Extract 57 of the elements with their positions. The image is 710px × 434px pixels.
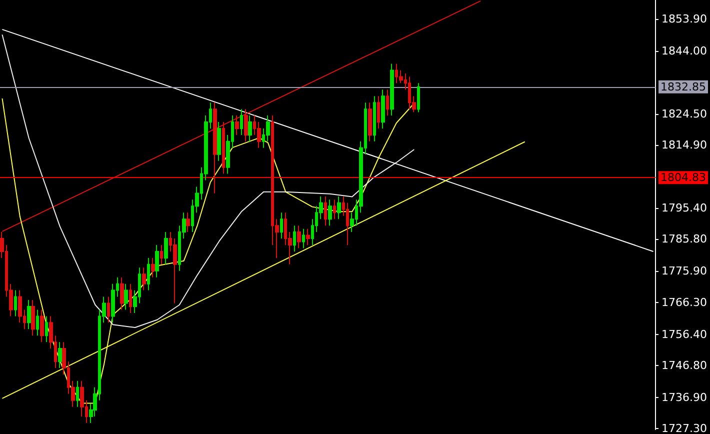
ref-line-label: 1832.85 (660, 80, 706, 94)
candlestick (217, 122, 221, 162)
ref-line-label: 1804.83 (660, 171, 706, 184)
candlestick (40, 309, 44, 343)
candlestick (390, 63, 394, 116)
candlestick (124, 283, 128, 310)
candlestick (27, 300, 31, 330)
y-tick-label: 1736.90 (662, 390, 708, 404)
candlestick (324, 196, 327, 226)
y-tick-label: 1814.90 (662, 138, 708, 152)
candlestick (280, 212, 283, 240)
candlestick (222, 122, 225, 174)
candlestick (377, 96, 380, 129)
candlestick (151, 257, 155, 278)
candlestick (302, 228, 305, 249)
y-tick-label: 1824.50 (662, 107, 708, 120)
candlestick (45, 316, 48, 343)
candlestick (235, 115, 239, 136)
y-tick-label: 1746.80 (662, 358, 708, 372)
candlestick (337, 196, 341, 220)
candlestick (36, 309, 39, 336)
y-tick-label: 1844.00 (662, 44, 708, 58)
candlestick (328, 199, 332, 226)
candlestick (155, 244, 159, 278)
candlestick (244, 108, 248, 142)
candlestick (293, 225, 296, 252)
y-tick-label: 1727.30 (662, 422, 708, 434)
candlestick (333, 199, 336, 220)
y-tick-label: 1785.80 (662, 232, 708, 246)
candlestick (142, 267, 146, 291)
candlestick (248, 115, 252, 142)
candlestick (58, 342, 62, 368)
y-tick-label: 1795.40 (662, 202, 708, 215)
candlestick (240, 108, 243, 136)
candlestick (129, 283, 132, 314)
y-tick-label: 1766.30 (662, 296, 708, 309)
candlestick (213, 102, 217, 194)
y-tick-label: 1756.40 (662, 328, 708, 341)
candlestick (417, 82, 420, 113)
line-series (2, 34, 415, 328)
candlestick (14, 290, 17, 317)
candlestick (120, 276, 124, 310)
candlestick (297, 225, 301, 249)
candlestick (186, 212, 190, 233)
candlestick (160, 244, 163, 265)
candlestick (31, 300, 35, 336)
candlestick (107, 296, 110, 324)
candlestick (147, 257, 150, 291)
candlestick (76, 380, 79, 408)
candlestick (164, 232, 168, 265)
candlestick (386, 89, 389, 116)
candlestick (381, 89, 385, 129)
candlestick (373, 96, 376, 142)
y-tick-label: 1853.90 (662, 12, 708, 26)
candlestick (368, 102, 372, 142)
candlestick (306, 228, 310, 246)
y-tick-label: 1775.90 (662, 264, 708, 278)
